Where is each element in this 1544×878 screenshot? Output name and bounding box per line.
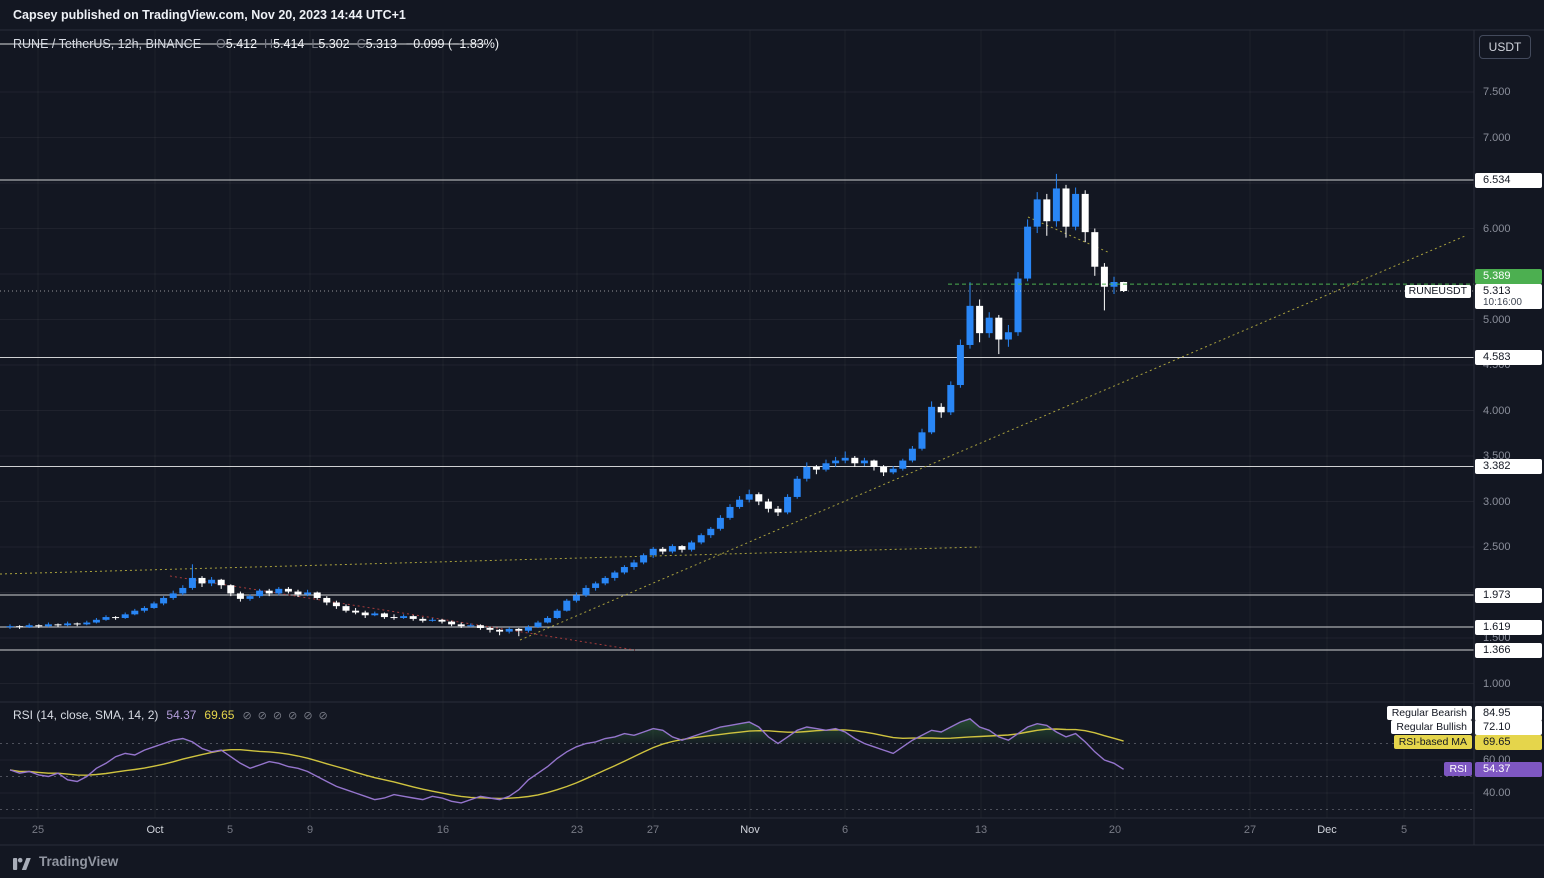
time-axis-label: Oct: [146, 824, 164, 836]
candlestick-series[interactable]: [6, 173, 1128, 637]
rsi-legend-value: 54.37: [166, 708, 197, 722]
time-axis-label: 13: [974, 824, 988, 836]
ohlc-close-label: C: [356, 37, 366, 51]
price-axis-label: 3.500: [1483, 450, 1511, 462]
symbol-legend[interactable]: RUNE / TetherUS, 12h, BINANCE O5.412 H5.41…: [13, 37, 499, 51]
footer-bar: TradingView: [0, 845, 1544, 878]
time-axis-label: 20: [1108, 824, 1122, 836]
price-axis-label: 3.000: [1483, 495, 1511, 508]
rsi-line: [9, 718, 1124, 804]
time-axis-label: 25: [31, 824, 45, 836]
price-level-badge: 3.382: [1475, 459, 1542, 475]
plot-visibility-icon[interactable]: ⊘: [242, 709, 252, 722]
time-axis-label: 5: [1400, 824, 1408, 836]
rsi-ma-legend-value: 69.65: [204, 708, 235, 722]
price-level-badge: 1.973: [1475, 587, 1542, 603]
symbol-title[interactable]: RUNE / TetherUS, 12h, BINANCE: [13, 37, 202, 51]
plot-visibility-icon[interactable]: ⊘: [318, 709, 328, 722]
rsi-scale-name-label: RSI: [1444, 762, 1472, 776]
ohlc-low-value: 5.302: [318, 37, 350, 51]
symbol-price-label: RUNEUSDT: [1404, 284, 1471, 298]
price-axis-label: 4.000: [1483, 404, 1511, 417]
price-level-badge: 1.366: [1475, 642, 1542, 658]
time-axis-label: 23: [570, 824, 584, 836]
time-axis-label: 16: [436, 824, 450, 836]
rsi-legend-title: RSI (14, close, SMA, 14, 2): [13, 708, 159, 722]
tradingview-logo[interactable]: [12, 853, 32, 871]
rsi-plot-toggle-icons[interactable]: ⊘ ⊘ ⊘ ⊘ ⊘ ⊘: [242, 709, 327, 722]
plot-visibility-icon[interactable]: ⊘: [288, 709, 298, 722]
time-axis[interactable]: 25 Oct 5 9 16 23 27 Nov 6 13 20 27 Dec 5: [0, 818, 1474, 845]
price-axis-label: 1.500: [1483, 632, 1511, 644]
ohlc-high-value: 5.414: [273, 37, 305, 51]
attribution-bar: Capsey published on TradingView.com, Nov…: [0, 0, 1544, 30]
ohlc-open-value: 5.412: [225, 37, 258, 51]
bar-countdown: 10:16:00: [1483, 297, 1522, 308]
price-axis-label: 7.500: [1483, 86, 1511, 98]
price-axis[interactable]: USDT 7.500 7.000 6.000 5.000 4.500 4.000 3.500…: [1474, 30, 1544, 845]
plot-visibility-icon[interactable]: ⊘: [257, 709, 267, 722]
ohlc-open-label: O: [216, 37, 226, 51]
last-price-badge: 5.313 10:16:00: [1475, 284, 1542, 309]
rsi-scale-value-badge: 72.10: [1475, 719, 1542, 735]
price-axis-label: 5.000: [1483, 313, 1511, 326]
last-price-value: 5.313: [1483, 285, 1511, 297]
rsi-scale-name-label: RSI-based MA: [1393, 735, 1472, 749]
trendline-drawings[interactable]: [0, 43, 1466, 651]
rsi-scale-name-label: Regular Bullish: [1391, 720, 1472, 734]
price-axis-label: 2.500: [1483, 541, 1511, 553]
price-axis-label: 1.000: [1483, 677, 1511, 690]
rsi-ma-line: [9, 728, 1124, 800]
price-level-badge: 4.583: [1475, 350, 1542, 365]
time-axis-label: 27: [1243, 824, 1257, 836]
ohlc-low-label: L: [311, 37, 319, 51]
price-axis-label: 6.000: [1483, 222, 1511, 235]
time-axis-label: Nov: [740, 824, 760, 836]
time-axis-label: 9: [306, 824, 314, 836]
rsi-axis-label: 40.00: [1483, 787, 1511, 799]
rsi-scale-value-badge: 54.37: [1475, 761, 1542, 777]
price-level-badge: 1.619: [1475, 619, 1542, 635]
ohlc-change: −0.099 (−1.83%): [405, 37, 500, 51]
tradingview-wordmark[interactable]: TradingView: [39, 854, 119, 869]
plot-visibility-icon[interactable]: ⊘: [272, 709, 283, 722]
attribution-text: Capsey published on TradingView.com, Nov…: [13, 8, 406, 22]
alert-price-badge: 5.389: [1475, 268, 1542, 284]
plot-visibility-icon[interactable]: ⊘: [303, 709, 313, 722]
ohlc-close-value: 5.313: [365, 37, 397, 51]
rsi-legend[interactable]: RSI (14, close, SMA, 14, 2) 54.37 69.65 …: [13, 708, 328, 722]
price-level-badge: 6.534: [1475, 172, 1542, 188]
currency-toggle-button[interactable]: USDT: [1479, 35, 1531, 59]
time-axis-label: 5: [226, 824, 234, 836]
rsi-scale-value-badge: 69.65: [1475, 734, 1542, 750]
time-axis-label: 27: [646, 824, 660, 836]
support-resistance-lines[interactable]: [0, 179, 1474, 651]
price-axis-label: 7.000: [1483, 131, 1511, 144]
time-axis-label: 6: [841, 824, 849, 836]
ohlc-high-label: H: [264, 37, 274, 51]
rsi-scale-name-label: Regular Bearish: [1386, 706, 1472, 720]
rsi-overbought-fill: [10, 718, 1124, 744]
rsi-scale-value-badge: 84.95: [1475, 705, 1542, 721]
time-axis-label: Dec: [1317, 824, 1337, 836]
